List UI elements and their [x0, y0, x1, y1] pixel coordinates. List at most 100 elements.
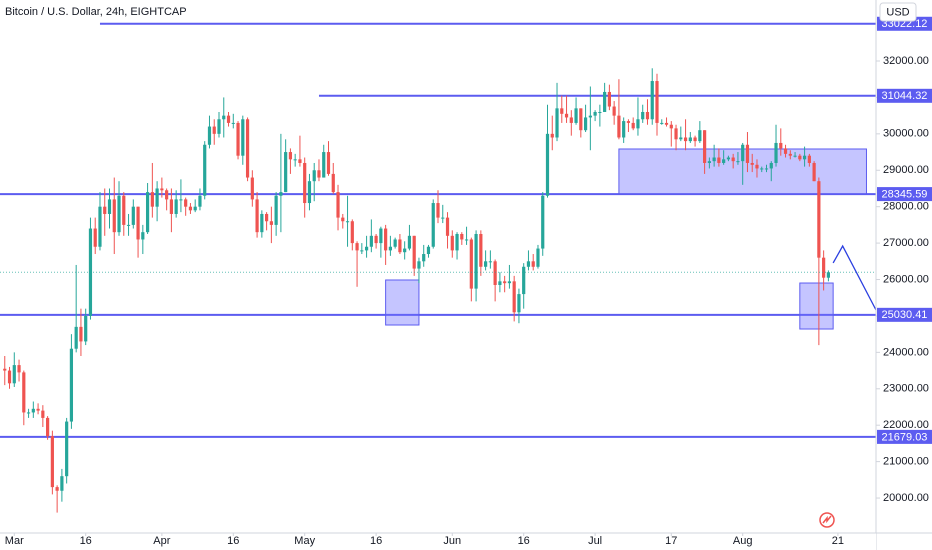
- candle-body: [426, 246, 431, 255]
- candle-body: [22, 372, 26, 413]
- candle-body: [579, 108, 583, 131]
- x-tick-label: 16: [518, 535, 530, 547]
- candle-body: [817, 181, 821, 258]
- x-tick-label: Aug: [733, 535, 753, 547]
- zone: [385, 279, 420, 326]
- candle-body: [179, 199, 183, 201]
- candle-body: [188, 206, 193, 211]
- candle-body: [669, 124, 673, 129]
- x-tick-label: May: [294, 535, 315, 547]
- logo: [819, 512, 835, 528]
- projection-line: [832, 244, 876, 311]
- candle-body: [441, 217, 445, 219]
- candle-body: [3, 368, 7, 371]
- candle-body: [31, 408, 35, 413]
- candle-body: [769, 162, 773, 169]
- candle-body: [750, 162, 754, 165]
- candle-body: [403, 248, 407, 253]
- candle-body: [807, 155, 811, 163]
- candle-body: [98, 206, 102, 247]
- candle-body: [498, 281, 502, 285]
- candle-body: [379, 228, 383, 244]
- candle-body: [322, 152, 326, 178]
- candle-body: [193, 206, 197, 211]
- candle-body: [712, 157, 716, 162]
- candle-body: [388, 246, 392, 251]
- candle-body: [284, 152, 288, 193]
- candle-body: [822, 257, 826, 278]
- candle-body: [103, 206, 107, 214]
- candle-body: [564, 113, 569, 118]
- candle-body: [650, 81, 654, 120]
- candle-body: [84, 315, 88, 342]
- x-tick-label: Mar: [5, 535, 24, 547]
- y-tick-label: 27000.00: [883, 237, 929, 249]
- candle-body: [569, 117, 573, 123]
- level-label-box: [877, 88, 932, 103]
- candle-body: [536, 248, 540, 267]
- y-tick-label: 29000.00: [883, 164, 929, 176]
- candle-body: [336, 192, 340, 218]
- candle-body: [212, 126, 216, 134]
- candle-body: [217, 119, 221, 134]
- y-tick-label: 30000.00: [883, 128, 929, 140]
- candle-body: [783, 148, 788, 154]
- candle-body: [512, 281, 516, 313]
- candle-body: [550, 133, 554, 138]
- candle-body: [541, 195, 545, 249]
- candle-body: [812, 162, 816, 182]
- candle-body: [422, 254, 426, 262]
- candle-body: [364, 246, 369, 251]
- candle-body: [350, 221, 354, 244]
- x-tick-label: Jul: [588, 535, 602, 547]
- candle-body: [207, 126, 212, 145]
- candle-body: [755, 164, 759, 169]
- candle-body: [155, 188, 159, 207]
- candle-body: [688, 137, 692, 142]
- y-tick-label: 26000.00: [883, 273, 929, 285]
- candle-body: [65, 421, 69, 477]
- candle-body: [431, 203, 435, 247]
- candle-body: [160, 188, 164, 191]
- candle-body: [607, 91, 611, 107]
- currency-button[interactable]: [879, 2, 917, 22]
- x-tick-label: 16: [227, 535, 239, 547]
- candle-body: [279, 192, 283, 196]
- candle-body: [298, 159, 302, 163]
- candle-body: [788, 153, 792, 156]
- candle-body: [184, 199, 188, 207]
- y-tick-label: 20000.00: [883, 492, 929, 504]
- candle-body: [703, 130, 707, 163]
- candle-body: [222, 115, 226, 120]
- x-tick-label: 16: [80, 535, 92, 547]
- candle-body: [731, 157, 735, 162]
- candle-body: [722, 159, 726, 163]
- candle-body: [26, 412, 31, 414]
- candle-body: [736, 161, 740, 163]
- currency-label[interactable]: USD: [886, 6, 909, 18]
- candle-body: [93, 228, 97, 247]
- candle-body: [707, 161, 711, 163]
- candle-body: [265, 213, 269, 222]
- candle-body: [131, 206, 135, 225]
- candle-body: [250, 177, 254, 200]
- level-label: 31044.32: [882, 90, 928, 102]
- candle-body: [117, 195, 121, 233]
- y-tick-label: 24000.00: [883, 346, 929, 358]
- candle-body: [664, 122, 669, 125]
- candle-body: [779, 142, 783, 149]
- candle-body: [41, 410, 45, 418]
- candle-body: [660, 122, 664, 124]
- candle-body: [126, 224, 131, 226]
- candle-body: [241, 119, 245, 156]
- candle-body: [369, 235, 373, 247]
- candle-body: [312, 170, 316, 182]
- x-tick-label: 17: [665, 535, 677, 547]
- x-tick-label: 16: [370, 535, 382, 547]
- y-tick-label: 28000.00: [883, 201, 929, 213]
- candle-body: [555, 108, 559, 138]
- candle-body: [398, 239, 402, 253]
- candle-body: [726, 157, 731, 160]
- candle-body: [355, 243, 359, 251]
- candle-body: [503, 281, 507, 284]
